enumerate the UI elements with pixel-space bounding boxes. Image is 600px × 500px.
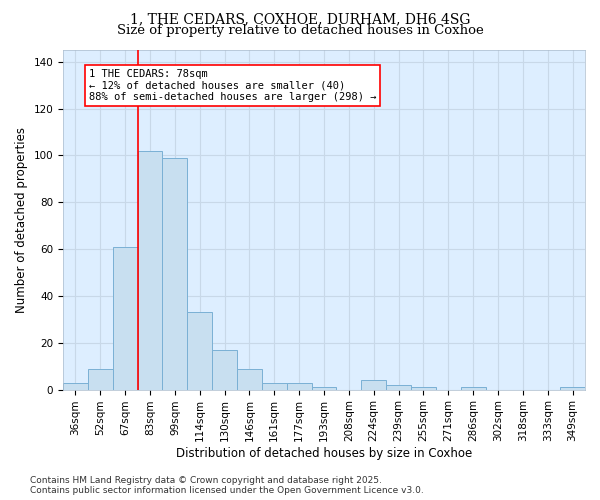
Bar — [187, 312, 212, 390]
Text: Contains HM Land Registry data © Crown copyright and database right 2025.
Contai: Contains HM Land Registry data © Crown c… — [30, 476, 424, 495]
Bar — [311, 388, 337, 390]
Bar — [237, 368, 262, 390]
Bar — [163, 158, 187, 390]
Y-axis label: Number of detached properties: Number of detached properties — [15, 127, 28, 313]
Bar — [137, 150, 163, 390]
Bar — [560, 388, 585, 390]
Bar — [386, 385, 411, 390]
Bar — [88, 368, 113, 390]
Bar — [411, 388, 436, 390]
Text: Size of property relative to detached houses in Coxhoe: Size of property relative to detached ho… — [116, 24, 484, 37]
Bar — [361, 380, 386, 390]
Text: 1 THE CEDARS: 78sqm
← 12% of detached houses are smaller (40)
88% of semi-detach: 1 THE CEDARS: 78sqm ← 12% of detached ho… — [89, 68, 377, 102]
Bar — [113, 246, 137, 390]
Text: 1, THE CEDARS, COXHOE, DURHAM, DH6 4SG: 1, THE CEDARS, COXHOE, DURHAM, DH6 4SG — [130, 12, 470, 26]
Bar — [287, 382, 311, 390]
X-axis label: Distribution of detached houses by size in Coxhoe: Distribution of detached houses by size … — [176, 447, 472, 460]
Bar — [212, 350, 237, 390]
Bar — [461, 388, 485, 390]
Bar — [63, 382, 88, 390]
Bar — [262, 382, 287, 390]
